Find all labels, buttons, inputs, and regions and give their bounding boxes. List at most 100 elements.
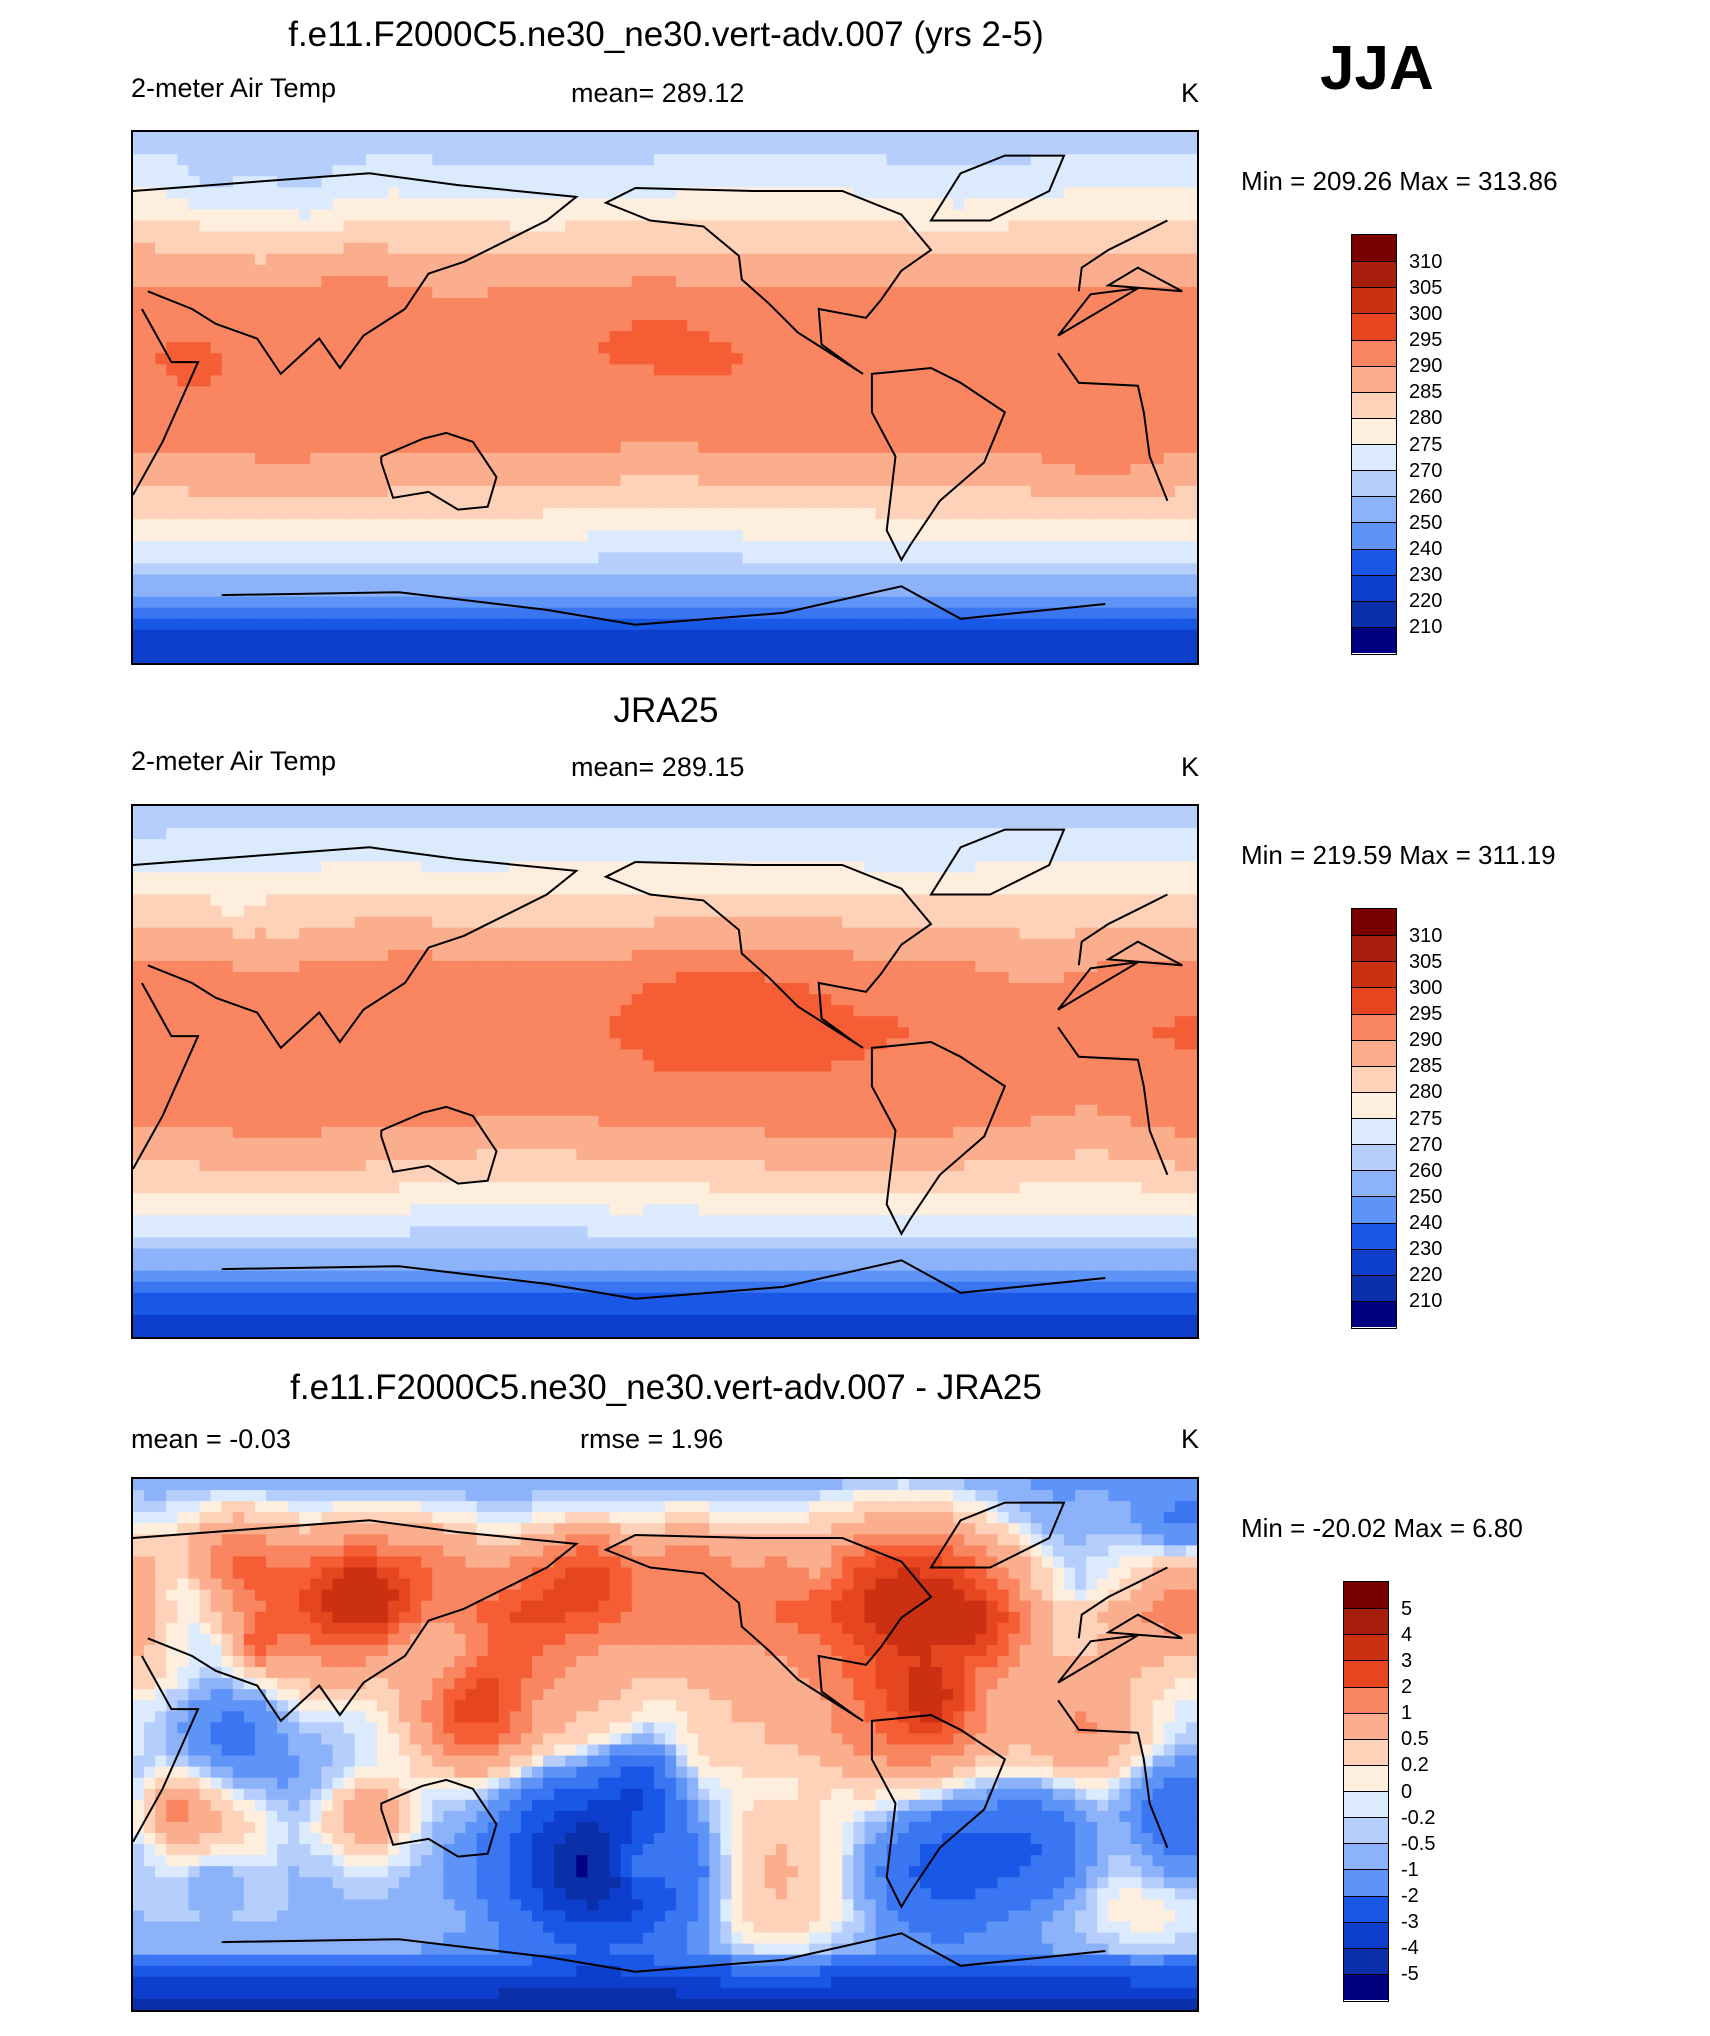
colorbar-label: 5	[1401, 1597, 1413, 1620]
colorbar-box	[1344, 1686, 1388, 1713]
map-model	[131, 130, 1199, 665]
min-max-diff: Min = -20.02 Max = 6.80	[1241, 1513, 1523, 1543]
colorbar-label: 280	[1409, 1081, 1443, 1104]
colorbar-label: 240	[1409, 1212, 1443, 1234]
colorbar-label: 2	[1401, 1676, 1413, 1698]
colorbar-box	[1344, 1947, 1388, 1974]
colorbar-box	[1352, 496, 1396, 523]
colorbar-label: 270	[1409, 459, 1443, 482]
panel-mean-diff: mean = -0.03	[131, 1424, 291, 1454]
coastline	[929, 154, 1066, 222]
colorbar-box	[1352, 339, 1396, 366]
coastline	[603, 860, 933, 1049]
map-field	[133, 132, 1197, 663]
colorbar-box	[1352, 470, 1396, 497]
colorbar-label: 260	[1409, 1159, 1443, 1182]
panel-units-model: K	[1181, 78, 1200, 108]
panel-mean-obs: mean= 289.15	[571, 752, 745, 782]
colorbar-box	[1352, 1118, 1396, 1145]
season-label: JJA	[1320, 34, 1434, 103]
colorbar-box	[1352, 574, 1396, 601]
colorbar-box	[1344, 1973, 1388, 2000]
colorbar-label: 210	[1409, 1290, 1443, 1313]
colorbar-box	[1352, 287, 1396, 314]
panel-mean-model: mean= 289.12	[571, 78, 745, 108]
colorbar-box	[1344, 1895, 1388, 1922]
coastline	[133, 961, 1169, 1176]
map-obs	[131, 804, 1199, 1339]
colorbar-label: -5	[1401, 1963, 1419, 1986]
colorbar-box	[1352, 313, 1396, 340]
coastline	[929, 1501, 1066, 1569]
colorbar-box	[1352, 1248, 1396, 1275]
coastline	[870, 1040, 1007, 1236]
coastline	[603, 186, 933, 375]
colorbar-box	[1352, 1091, 1396, 1118]
min-max-model: Min = 209.26 Max = 313.86	[1241, 166, 1558, 196]
colorbar-box	[1352, 1144, 1396, 1171]
coastline	[870, 1713, 1007, 1909]
colorbar-label: -1	[1401, 1858, 1419, 1881]
panel-variable-model: 2-meter Air Temp	[131, 73, 337, 103]
colorbar-box	[1352, 235, 1396, 262]
colorbar-obs	[1351, 908, 1397, 1329]
colorbar-box	[1344, 1791, 1388, 1818]
coastline	[380, 1105, 498, 1185]
panel-title-model: f.e11.F2000C5.ne30_ne30.vert-adv.007 (yr…	[288, 15, 1044, 54]
map-field	[133, 1479, 1197, 2010]
colorbar-box	[1352, 600, 1396, 627]
colorbar-label: 305	[1409, 276, 1443, 299]
colorbar-label: -3	[1401, 1911, 1419, 1934]
panel-variable-obs: 2-meter Air Temp	[131, 746, 337, 776]
coastline	[221, 585, 1106, 626]
colorbar-label: 285	[1409, 1055, 1443, 1078]
colorbar-label: 310	[1409, 924, 1443, 947]
colorbar-box	[1352, 987, 1396, 1014]
colorbar-box	[1352, 1274, 1396, 1301]
colorbar-label: 270	[1409, 1133, 1443, 1156]
colorbar-label: 285	[1409, 381, 1443, 404]
colorbar-label: 310	[1409, 250, 1443, 273]
colorbar-label: 230	[1409, 1238, 1443, 1261]
colorbar-label: 300	[1409, 302, 1443, 325]
colorbar-label: 0.5	[1401, 1728, 1429, 1751]
colorbar-box	[1344, 1738, 1388, 1765]
coastline	[133, 1519, 1183, 1723]
colorbar-box	[1344, 1764, 1388, 1791]
colorbar-label: 0	[1401, 1780, 1413, 1803]
colorbar-label: 4	[1401, 1623, 1413, 1646]
coastline	[133, 1634, 1169, 1849]
coastline	[380, 1778, 498, 1858]
colorbar-model	[1351, 234, 1397, 655]
colorbar-box	[1352, 1170, 1396, 1197]
coastline	[603, 1533, 933, 1722]
colorbar-box	[1344, 1921, 1388, 1948]
colorbar-label: 305	[1409, 950, 1443, 973]
colorbar-box	[1352, 626, 1396, 653]
colorbar-label: 295	[1409, 1003, 1443, 1025]
colorbar-box	[1352, 417, 1396, 444]
colorbar-box	[1352, 548, 1396, 575]
panel-title-diff: f.e11.F2000C5.ne30_ne30.vert-adv.007 - J…	[290, 1368, 1042, 1407]
colorbar-diff	[1343, 1581, 1389, 2002]
colorbar-label: 3	[1401, 1649, 1413, 1672]
colorbar-label: 240	[1409, 538, 1443, 560]
coastline	[133, 287, 1169, 502]
colorbar-label: -0.2	[1401, 1806, 1436, 1829]
colorbar-box	[1352, 1065, 1396, 1092]
colorbar-label: 210	[1409, 616, 1443, 639]
coastline	[221, 1932, 1106, 1973]
colorbar-label: -2	[1401, 1885, 1419, 1907]
colorbar-label: -4	[1401, 1937, 1419, 1960]
colorbar-label: 275	[1409, 433, 1443, 456]
colorbar-box	[1344, 1660, 1388, 1687]
coastline	[870, 366, 1007, 562]
colorbar-label: 220	[1409, 590, 1443, 613]
colorbar-label: 290	[1409, 355, 1443, 378]
colorbar-box	[1344, 1712, 1388, 1739]
colorbar-label: 290	[1409, 1029, 1443, 1052]
coastline	[929, 828, 1066, 896]
coastline	[133, 846, 1183, 1050]
colorbar-label: 250	[1409, 511, 1443, 534]
colorbar-box	[1344, 1869, 1388, 1896]
